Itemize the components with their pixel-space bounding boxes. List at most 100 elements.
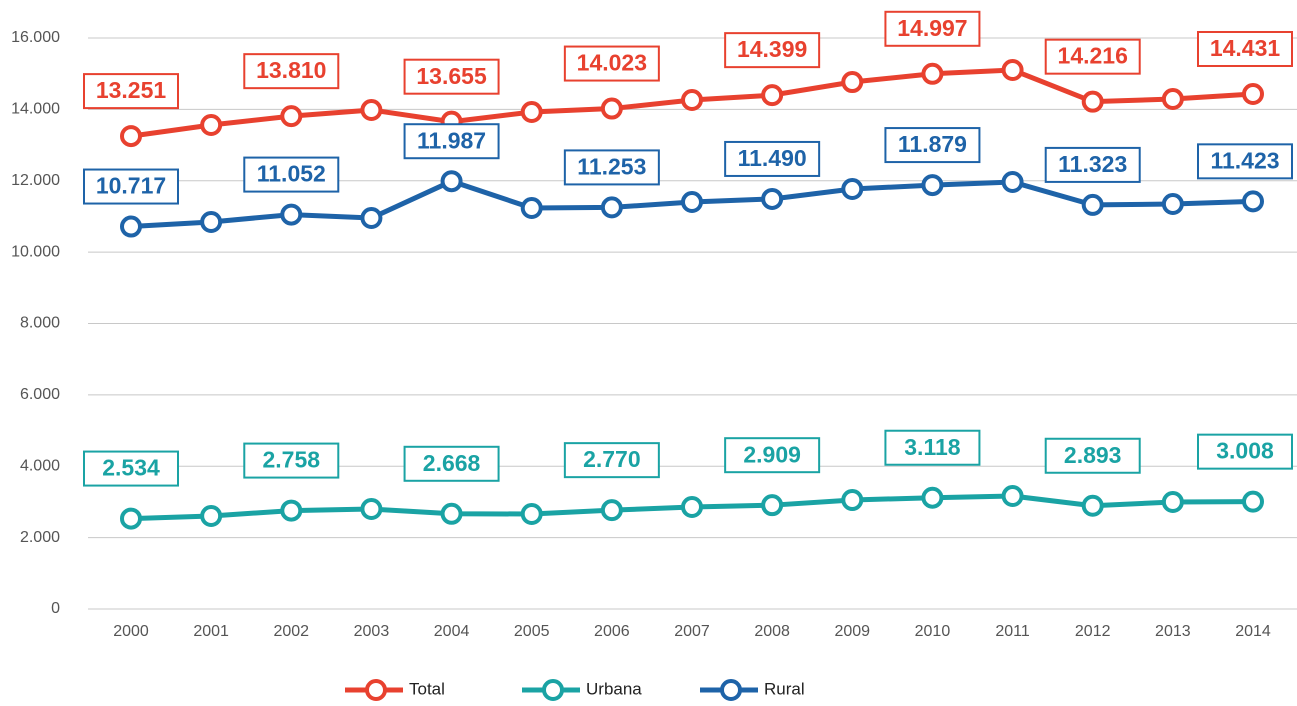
point (841, 71, 864, 94)
value-label-box (403, 123, 500, 160)
legend-label: Total (409, 679, 445, 698)
point (921, 174, 944, 197)
y-tick-label: 0 (51, 600, 60, 617)
value-label-box (563, 149, 660, 186)
point (921, 486, 944, 509)
value-label: 11.323 (1058, 151, 1127, 177)
value-label-box (563, 442, 660, 479)
value-label-box (243, 53, 340, 90)
value-label-box (884, 10, 981, 47)
point (1161, 491, 1184, 514)
value-label: 2.534 (102, 455, 160, 481)
value-label: 11.490 (738, 145, 807, 171)
legend-label: Rural (764, 679, 805, 698)
y-tick-label: 12.000 (11, 172, 60, 189)
y-tick-label: 10.000 (11, 243, 60, 260)
x-tick-label: 2010 (915, 623, 951, 640)
y-tick-label: 16.000 (11, 29, 60, 46)
point (120, 215, 142, 238)
point (761, 187, 784, 210)
legend-label: Urbana (586, 679, 642, 698)
value-label: 11.052 (257, 161, 326, 187)
legend-marker (542, 679, 564, 701)
value-label: 13.655 (416, 63, 487, 89)
value-label-box (1197, 30, 1293, 67)
x-tick-label: 2013 (1155, 623, 1191, 640)
x-tick-label: 2006 (594, 623, 630, 640)
value-label-box (243, 442, 340, 479)
value-label-box (563, 45, 660, 82)
point (120, 507, 142, 530)
value-label-box (1197, 143, 1293, 180)
value-label-box (403, 58, 500, 95)
x-tick-label: 2012 (1075, 623, 1111, 640)
legend-marker (365, 679, 387, 701)
point (360, 99, 383, 122)
value-label: 11.423 (1210, 147, 1279, 173)
point (1242, 190, 1264, 213)
x-tick-label: 2002 (273, 623, 309, 640)
point (120, 125, 142, 148)
y-tick-label: 8.000 (20, 315, 60, 332)
point (440, 170, 463, 193)
value-label-box (724, 32, 821, 69)
x-tick-label: 2004 (434, 623, 470, 640)
point (520, 101, 543, 124)
value-label: 11.253 (577, 153, 646, 179)
x-tick-label: 2011 (995, 623, 1030, 640)
value-label: 14.216 (1058, 43, 1128, 69)
y-tick-label: 4.000 (20, 457, 60, 474)
point (1242, 490, 1264, 513)
point (200, 114, 223, 137)
point (1081, 193, 1104, 216)
point (440, 502, 463, 525)
x-tick-label: 2000 (113, 623, 149, 640)
point (681, 496, 703, 519)
point (1001, 59, 1024, 82)
x-tick-label: 2014 (1235, 623, 1271, 640)
point (360, 207, 383, 230)
value-label: 2.668 (423, 450, 481, 476)
value-label-box (1044, 38, 1141, 75)
value-label: 13.810 (256, 57, 326, 83)
y-tick-label: 6.000 (20, 386, 60, 403)
value-label-box (1197, 433, 1293, 470)
point (841, 178, 864, 201)
value-label: 3.118 (904, 434, 960, 460)
point (520, 502, 543, 525)
value-label-box (403, 445, 500, 482)
value-label: 2.758 (263, 447, 321, 473)
value-label-box (243, 156, 340, 193)
y-tick-label: 2.000 (20, 529, 60, 546)
point (1001, 485, 1024, 508)
point (1161, 193, 1184, 216)
value-label: 11.987 (417, 127, 486, 153)
x-tick-label: 2008 (754, 623, 790, 640)
value-label-box (1044, 437, 1141, 474)
value-label-box (83, 73, 179, 110)
point (280, 203, 303, 226)
value-label: 2.909 (743, 441, 801, 467)
value-label: 14.399 (737, 36, 807, 62)
point (681, 89, 703, 112)
legend-marker (720, 679, 742, 701)
point (681, 191, 703, 214)
point (280, 105, 303, 128)
point (600, 97, 623, 120)
point (200, 211, 223, 234)
value-label-box (884, 429, 981, 466)
point (200, 504, 223, 527)
value-label: 13.251 (96, 77, 167, 103)
value-label: 10.717 (96, 173, 166, 199)
value-label-box (724, 140, 821, 177)
value-label: 14.023 (577, 50, 647, 76)
value-label: 2.770 (583, 446, 641, 472)
value-label: 14.997 (897, 15, 967, 41)
point (1081, 494, 1104, 517)
point (1081, 90, 1104, 113)
point (360, 498, 383, 521)
point (761, 494, 784, 517)
value-label: 14.431 (1210, 35, 1281, 61)
value-label-box (884, 127, 981, 164)
